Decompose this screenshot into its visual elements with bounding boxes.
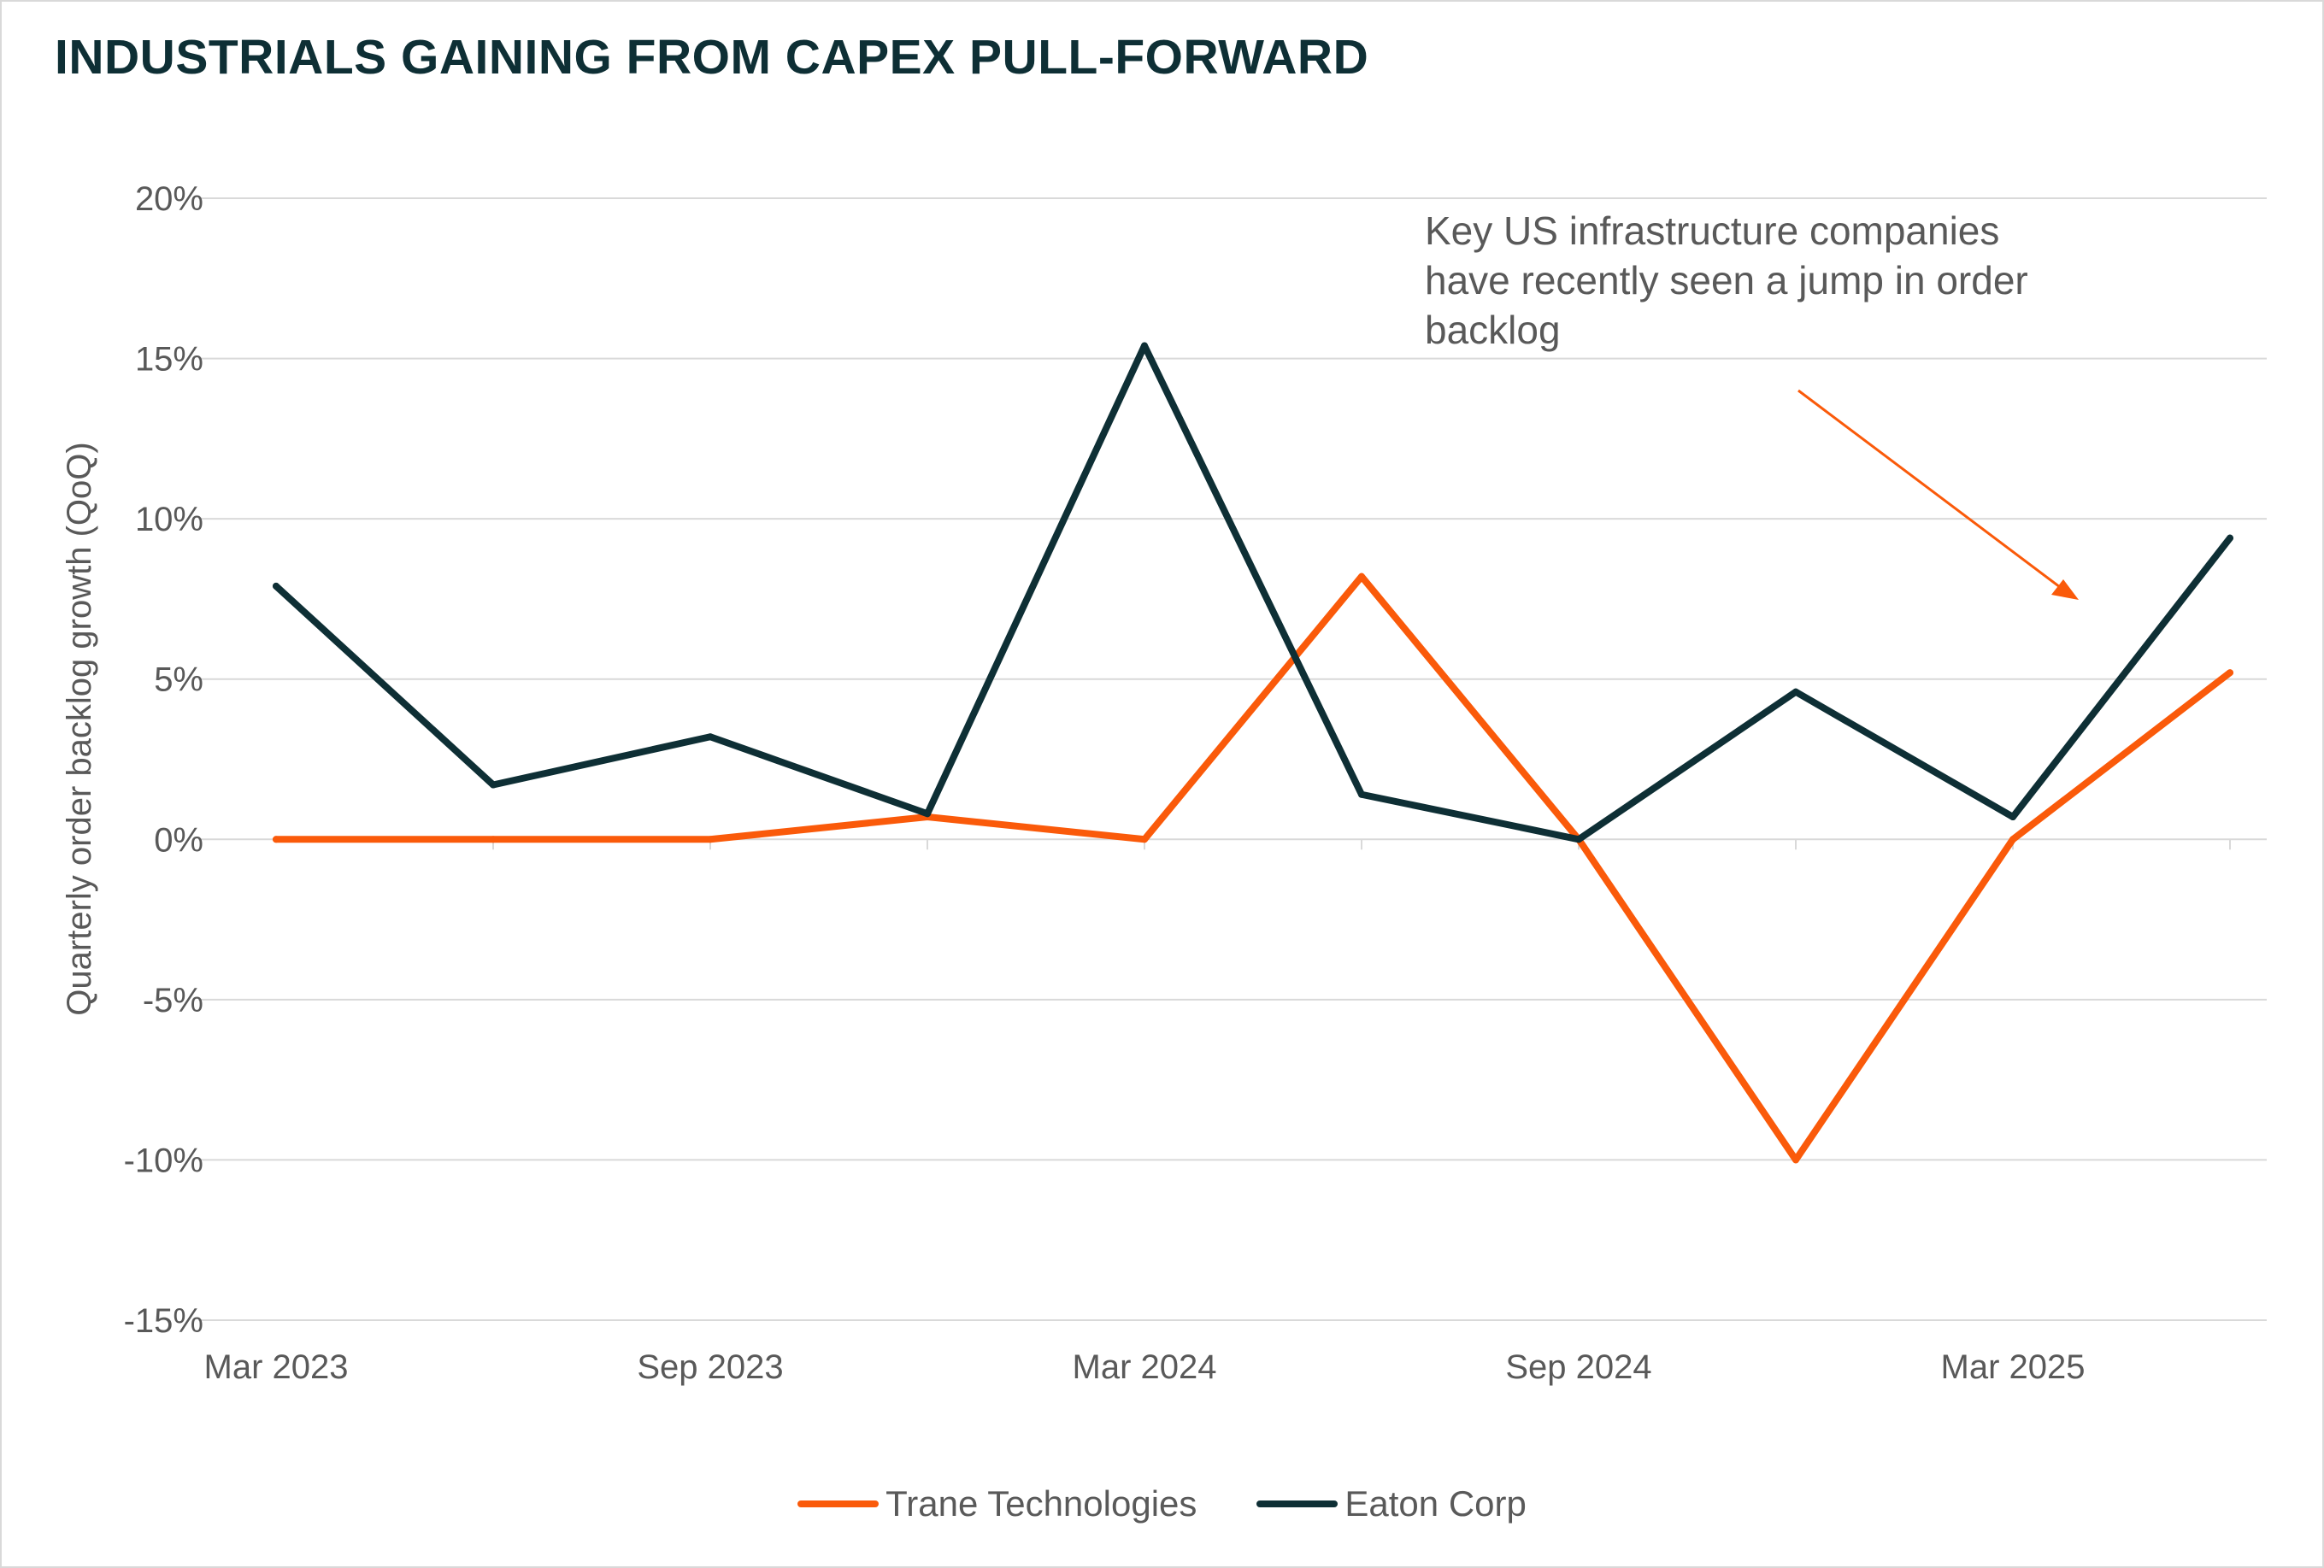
data-point [2009,836,2016,843]
annotation: Key US infrastructure companies have rec… [1425,208,2079,600]
legend: Trane Technologies Eaton Corp [0,1483,2324,1524]
data-point [707,836,714,843]
data-point [2009,813,2016,821]
legend-label-trane: Trane Technologies [885,1483,1197,1524]
y-tick-label: -10% [124,1142,203,1179]
data-point [1358,573,1365,580]
x-tick-label: Sep 2024 [1505,1348,1651,1386]
data-point [1141,836,1148,843]
y-tick-label: 20% [135,180,203,218]
legend-item-eaton: Eaton Corp [1256,1483,1527,1524]
y-tick-label: -5% [143,982,203,1019]
legend-label-eaton: Eaton Corp [1344,1483,1527,1524]
chart-title: INDUSTRIALS GAINING FROM CAPEX PULL-FORW… [55,30,1369,85]
legend-swatch-trane [797,1500,880,1507]
y-tick-label: 15% [135,341,203,379]
y-tick-label: 10% [135,501,203,538]
data-point [273,836,279,843]
annotation-line-2: have recently seen a jump in order [1425,258,2028,302]
data-point [273,582,279,590]
data-point [1792,688,1799,696]
y-tick-label: -15% [124,1302,203,1340]
data-point [1358,790,1365,798]
gridlines [198,197,2267,1321]
y-tick-label: 0% [154,821,203,859]
x-tick-label: Mar 2025 [1941,1348,2086,1386]
annotation-arrow [1797,389,2064,591]
x-tick-label: Sep 2023 [637,1348,783,1386]
y-axis-label: Quarterly order backlog growth (QoQ) [61,442,98,1015]
data-point [490,836,497,843]
y-tick-labels: 20% 15% 10% 5% 0% -5% -10% -15% [124,180,203,1340]
data-point [1792,1156,1799,1164]
legend-item-trane: Trane Technologies [797,1483,1197,1524]
data-point [924,810,931,818]
data-point [2227,534,2233,542]
legend-swatch-eaton [1256,1500,1339,1507]
annotation-line-3: backlog [1425,308,1561,352]
data-point [1575,836,1582,843]
data-point [1141,342,1148,349]
series-line-trane [273,573,2233,1164]
y-tick-label: 5% [154,661,203,699]
x-tick-labels: Mar 2023 Sep 2023 Mar 2024 Sep 2024 Mar 2025 [204,1348,2086,1386]
annotation-arrowhead [2051,579,2079,600]
data-point [490,781,497,789]
series-lines [273,342,2233,1164]
annotation-line-1: Key US infrastructure companies [1425,208,1999,253]
data-point [2227,669,2233,677]
data-point [707,733,714,741]
series-line-eaton [273,342,2233,843]
x-tick-label: Mar 2023 [204,1348,349,1386]
x-tick-label: Mar 2024 [1073,1348,1217,1386]
